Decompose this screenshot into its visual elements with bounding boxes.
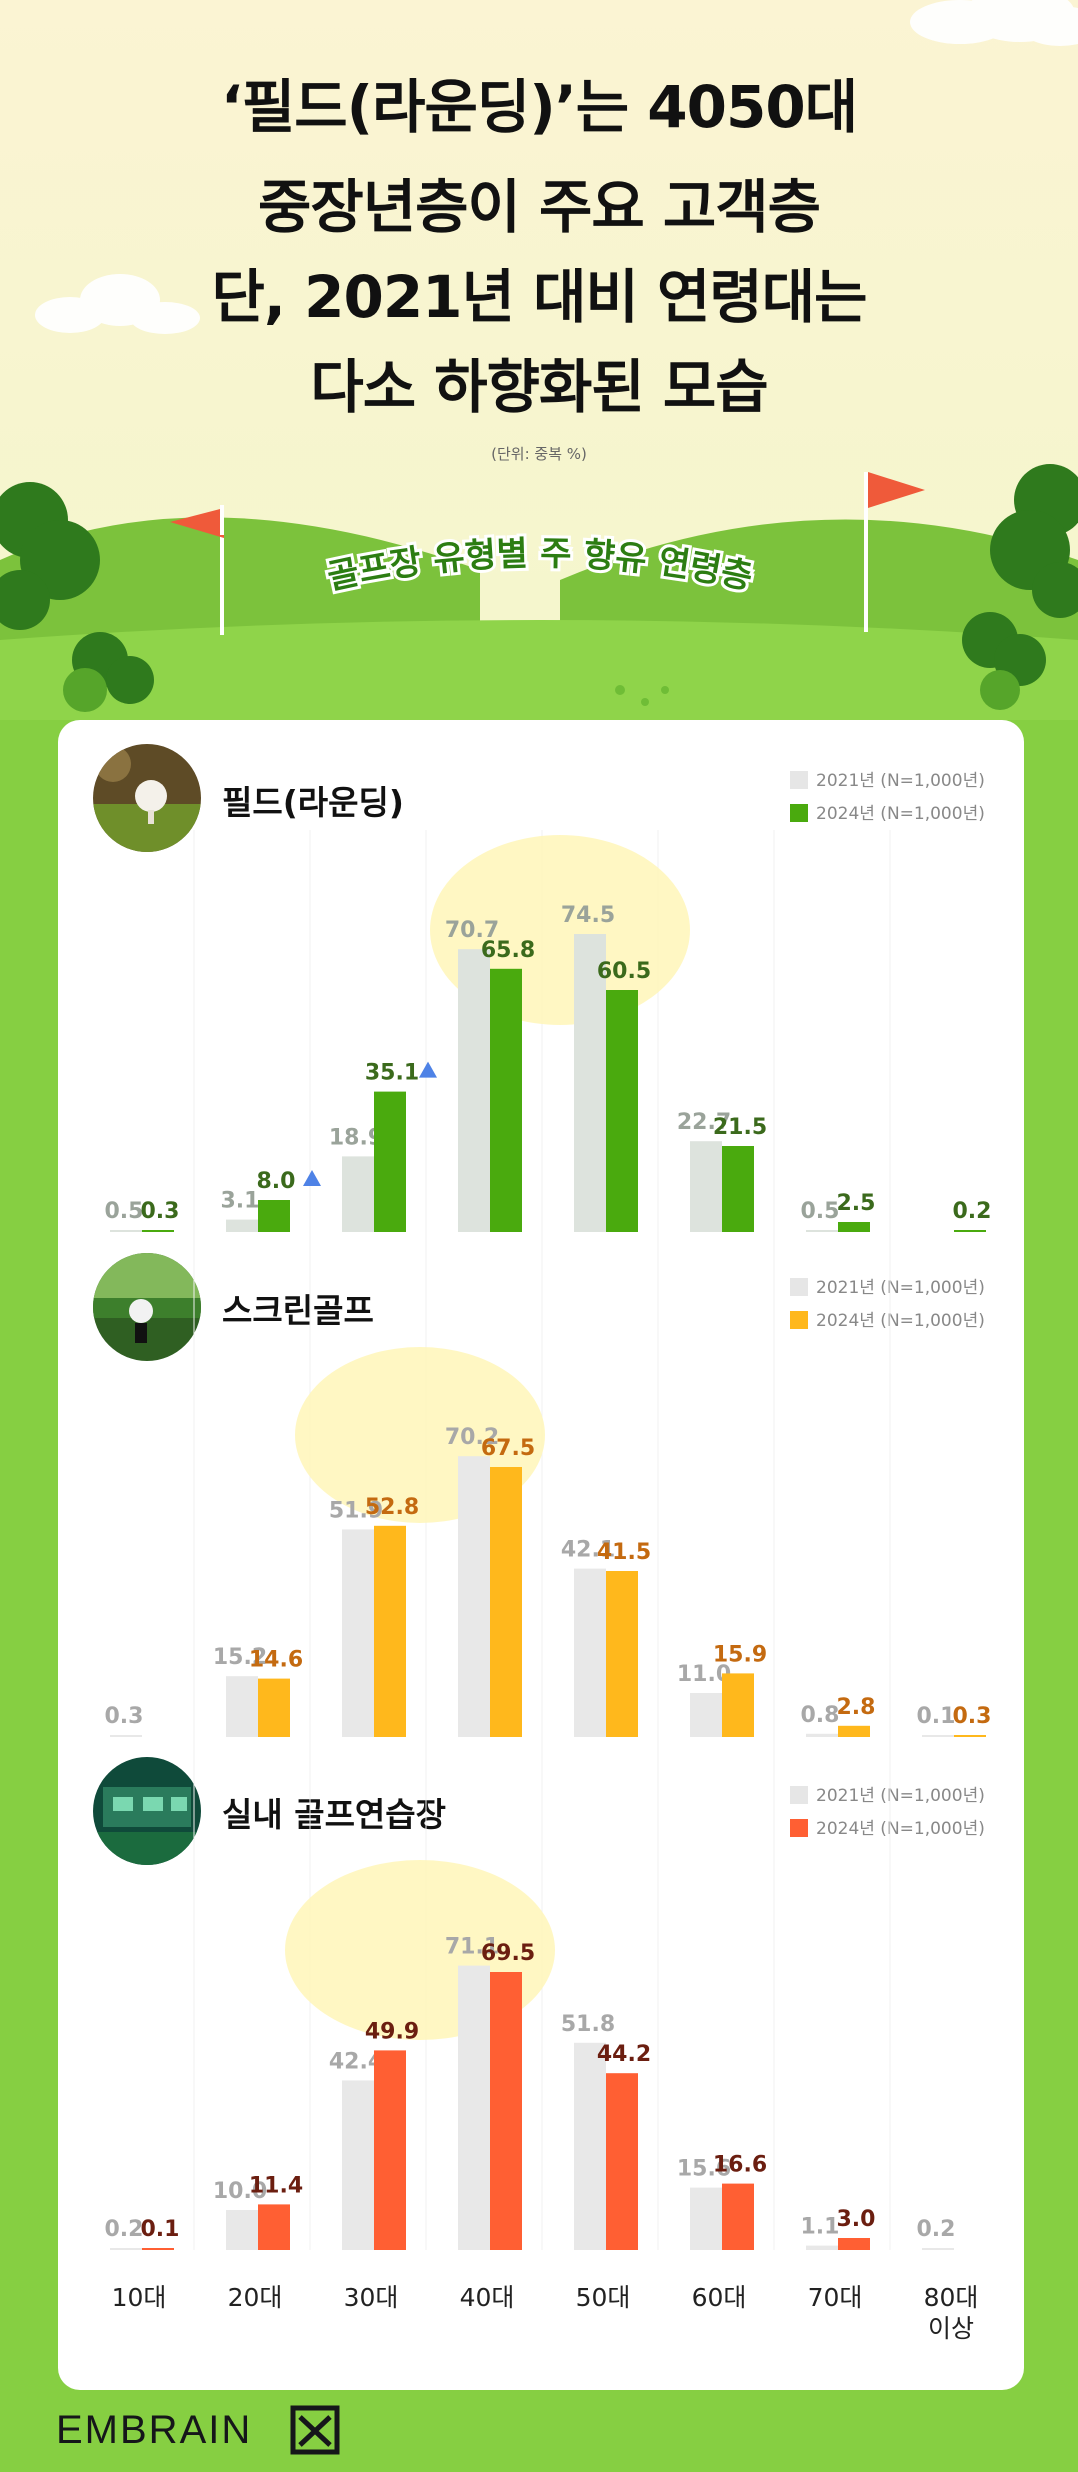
field-chart-title: 필드(라운딩): [222, 783, 404, 822]
headline-line-4: 다소 하향화된 모습: [310, 353, 768, 421]
x-label: 60대: [691, 2283, 747, 2312]
field-golf-photo: [93, 744, 201, 852]
brand-mark-icon: [290, 2405, 340, 2455]
legend-label-2021: 2021년 (N=1,000년): [816, 1786, 985, 1806]
legend-label-2024: 2024년 (N=1,000년): [816, 804, 985, 824]
legend-swatch-2021: [790, 1786, 808, 1804]
banner: 골프장 유형별 주 향유 연령층: [321, 531, 759, 601]
legend-swatch-2024: [790, 1311, 808, 1329]
x-label: 10대: [111, 2283, 167, 2312]
headline-line-3: 단, 2021년 대비 연령대는: [211, 263, 868, 331]
golf-flag-icon: [170, 505, 224, 635]
screen-chart-title: 스크린골프: [222, 1291, 374, 1330]
banner-text: 골프장 유형별 주 향유 연령층: [321, 531, 759, 601]
x-label: 80대 이상: [923, 2283, 979, 2343]
golf-flag-icon: [864, 472, 925, 632]
indoor-range-photo: [93, 1757, 201, 1865]
screen-legend: 2021년 (N=1,000년) 2024년 (N=1,000년): [790, 1273, 985, 1339]
brand-logo-text: EMBRAIN: [56, 2408, 253, 2452]
screen-golf-photo: [93, 1253, 201, 1361]
indoor-chart-title: 실내 골프연습장: [222, 1795, 447, 1834]
legend-swatch-2021: [790, 771, 808, 789]
chart-panel: [58, 720, 1024, 2390]
x-label: 50대: [575, 2283, 631, 2312]
legend-swatch-2024: [790, 1819, 808, 1837]
headline-line-1: ‘필드(라운딩)’는 4050대: [220, 73, 858, 141]
legend-label-2024: 2024년 (N=1,000년): [816, 1819, 985, 1839]
svg-text:골프장 유형별 주 향유 연령층: 골프장 유형별 주 향유 연령층: [324, 534, 756, 598]
unit-note: (단위: 중복 %): [491, 445, 587, 463]
legend-label-2024: 2024년 (N=1,000년): [816, 1311, 985, 1331]
legend-label-2021: 2021년 (N=1,000년): [816, 771, 985, 791]
field-legend: 2021년 (N=1,000년) 2024년 (N=1,000년): [790, 766, 985, 832]
legend-swatch-2021: [790, 1278, 808, 1296]
x-label: 20대: [227, 2283, 283, 2312]
x-label: 40대: [459, 2283, 515, 2312]
headline-line-2: 중장년층이 주요 고객층: [258, 173, 821, 241]
legend-swatch-2024: [790, 804, 808, 822]
x-label: 70대: [807, 2283, 863, 2312]
indoor-legend: 2021년 (N=1,000년) 2024년 (N=1,000년): [790, 1781, 985, 1847]
legend-label-2021: 2021년 (N=1,000년): [816, 1278, 985, 1298]
x-label: 30대: [343, 2283, 399, 2312]
